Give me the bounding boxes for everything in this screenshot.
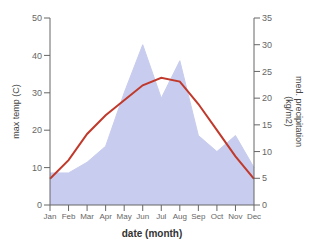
svg-text:10: 10	[262, 147, 272, 157]
svg-text:Sep: Sep	[191, 212, 206, 221]
svg-text:May: May	[117, 212, 132, 221]
svg-text:Dec: Dec	[247, 212, 261, 221]
svg-text:15: 15	[262, 120, 272, 130]
svg-text:Aug: Aug	[173, 212, 187, 221]
svg-text:0: 0	[37, 200, 42, 210]
svg-text:25: 25	[262, 67, 272, 77]
svg-text:Nov: Nov	[228, 212, 242, 221]
svg-text:max temp (C): max temp (C)	[11, 84, 21, 139]
svg-text:Jun: Jun	[136, 212, 149, 221]
svg-text:Mar: Mar	[80, 212, 94, 221]
svg-text:med. precipitation(kg/m2): med. precipitation(kg/m2)	[284, 76, 304, 147]
svg-text:30: 30	[262, 40, 272, 50]
svg-text:date (month): date (month)	[122, 228, 183, 239]
svg-text:5: 5	[262, 173, 267, 183]
svg-text:Jan: Jan	[44, 212, 57, 221]
svg-text:Apr: Apr	[99, 212, 112, 221]
svg-text:Feb: Feb	[62, 212, 76, 221]
svg-text:40: 40	[32, 51, 42, 61]
svg-text:Jul: Jul	[156, 212, 166, 221]
svg-text:50: 50	[32, 13, 42, 23]
svg-text:20: 20	[32, 125, 42, 135]
svg-text:Oct: Oct	[211, 212, 224, 221]
svg-text:10: 10	[32, 163, 42, 173]
svg-text:30: 30	[32, 88, 42, 98]
svg-text:20: 20	[262, 93, 272, 103]
svg-text:0: 0	[262, 200, 267, 210]
svg-text:35: 35	[262, 13, 272, 23]
